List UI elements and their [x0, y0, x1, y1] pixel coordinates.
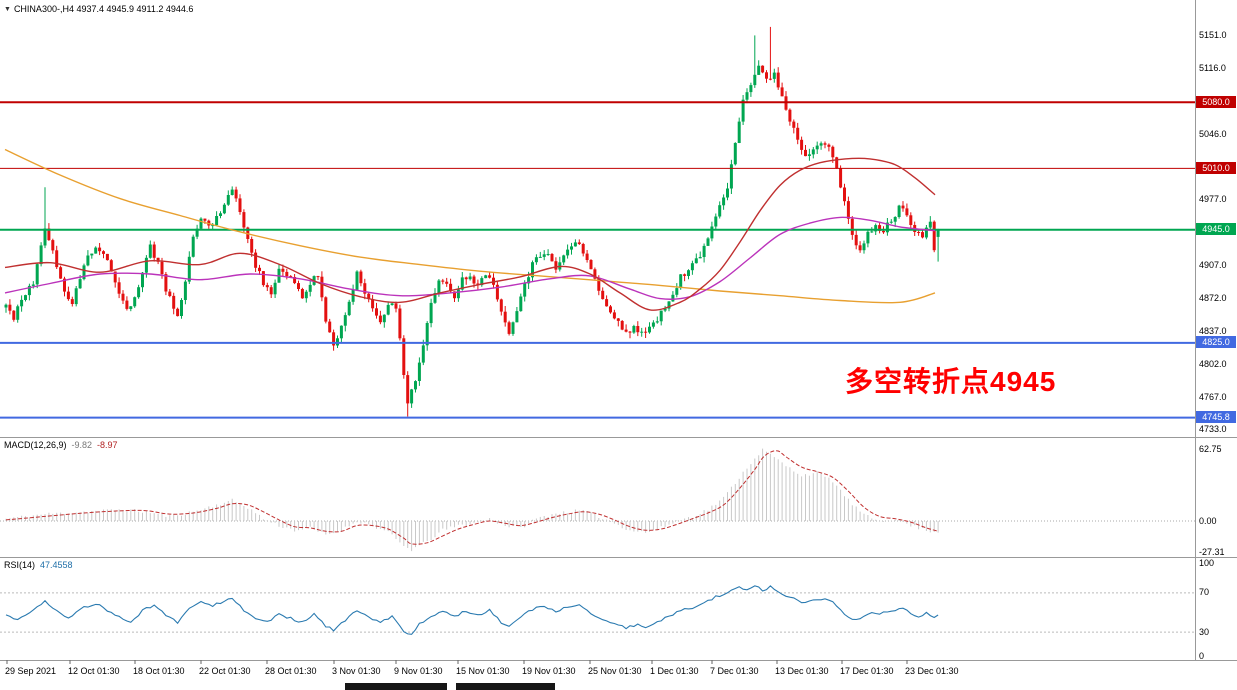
rsi-value: 47.4558: [40, 560, 73, 570]
price-axis-label: 4977.0: [1199, 194, 1227, 204]
price-axis-label: 4837.0: [1199, 326, 1227, 337]
taskbar-fragment: [456, 683, 555, 690]
taskbar-fragment: [345, 683, 447, 690]
time-axis-label: 12 Oct 01:30: [68, 666, 120, 676]
price-axis-label: 4872.0: [1199, 293, 1227, 304]
collapse-triangle-icon[interactable]: ▼: [4, 5, 11, 13]
time-axis-label: 7 Dec 01:30: [710, 666, 759, 676]
time-axis-label: 28 Oct 01:30: [265, 666, 317, 676]
price-level-badge: 5010.0: [1196, 161, 1236, 174]
time-axis-label: 23 Dec 01:30: [905, 666, 959, 676]
macd-header: MACD(12,26,9) -9.82 -8.97: [4, 440, 118, 450]
rsi-axis[interactable]: 100 70 30 0: [1199, 0, 1236, 690]
price-axis-label: 4907.0: [1199, 260, 1227, 270]
price-level-badge: 5080.0: [1196, 95, 1236, 108]
rsi-axis-label: 0: [1199, 651, 1205, 661]
time-axis-label: 17 Dec 01:30: [840, 666, 894, 676]
macd-axis-label: -27.31: [1199, 546, 1225, 557]
time-axis-label: 18 Oct 01:30: [133, 666, 185, 676]
price-axis-label: 4733.0: [1199, 424, 1227, 435]
price-level-badge: 4825.0: [1196, 336, 1236, 349]
macd-axis[interactable]: 62.75 0.00 -27.31: [1199, 0, 1236, 690]
chart-symbol-header: ▼ CHINA300-,H4 4937.4 4945.9 4911.2 4944…: [4, 4, 193, 14]
price-axis-label: 5151.0: [1199, 29, 1227, 40]
price-level-badge: 4945.0: [1196, 223, 1236, 236]
macd-value-signal: -8.97: [97, 440, 118, 450]
time-axis-label: 22 Oct 01:30: [199, 666, 251, 676]
macd-axis-label: 62.75: [1199, 443, 1222, 454]
macd-value-main: -9.82: [71, 440, 93, 450]
time-axis-label: 9 Nov 01:30: [394, 666, 443, 676]
price-axis-label: 5116.0: [1199, 62, 1226, 73]
price-axis-label: 5046.0: [1199, 128, 1227, 139]
price-axis-label: 4802.0: [1199, 359, 1227, 370]
time-axis-label: 15 Nov 01:30: [456, 666, 510, 676]
time-axis-label: 25 Nov 01:30: [588, 666, 642, 676]
price-axis-label: 4767.0: [1199, 392, 1227, 403]
rsi-axis-label: 70: [1199, 587, 1210, 598]
time-axis-label: 13 Dec 01:30: [775, 666, 829, 676]
time-axis[interactable]: 29 Sep 2021 12 Oct 01:30 18 Oct 01:30 22 Oc…: [0, 666, 1195, 684]
rsi-header: RSI(14) 47.4558: [4, 560, 73, 570]
time-axis-label: 19 Nov 01:30: [522, 666, 576, 676]
macd-title: MACD(12,26,9): [4, 440, 67, 450]
time-axis-label: 1 Dec 01:30: [650, 666, 699, 676]
annotation-text: 多空转折点4945: [845, 366, 1057, 397]
time-axis-label: 29 Sep 2021: [5, 666, 57, 676]
price-level-badge: 4745.8: [1196, 411, 1236, 424]
rsi-title: RSI(14): [4, 560, 36, 570]
rsi-axis-label: 100: [1199, 558, 1215, 569]
price-axis[interactable]: 5151.0 5116.0 5046.0 4977.0 4907.0 4872.0 4837…: [1199, 0, 1236, 690]
symbol-ohlc-text: CHINA300-,H4 4937.4 4945.9 4911.2 4944.6: [13, 4, 194, 14]
rsi-axis-label: 30: [1199, 626, 1210, 637]
macd-axis-label: 0.00: [1199, 515, 1217, 526]
price-badge-layer: 5080.0 5010.0 4945.0 4825.0 4745.8: [1196, 0, 1237, 690]
time-axis-label: 3 Nov 01:30: [332, 666, 381, 676]
